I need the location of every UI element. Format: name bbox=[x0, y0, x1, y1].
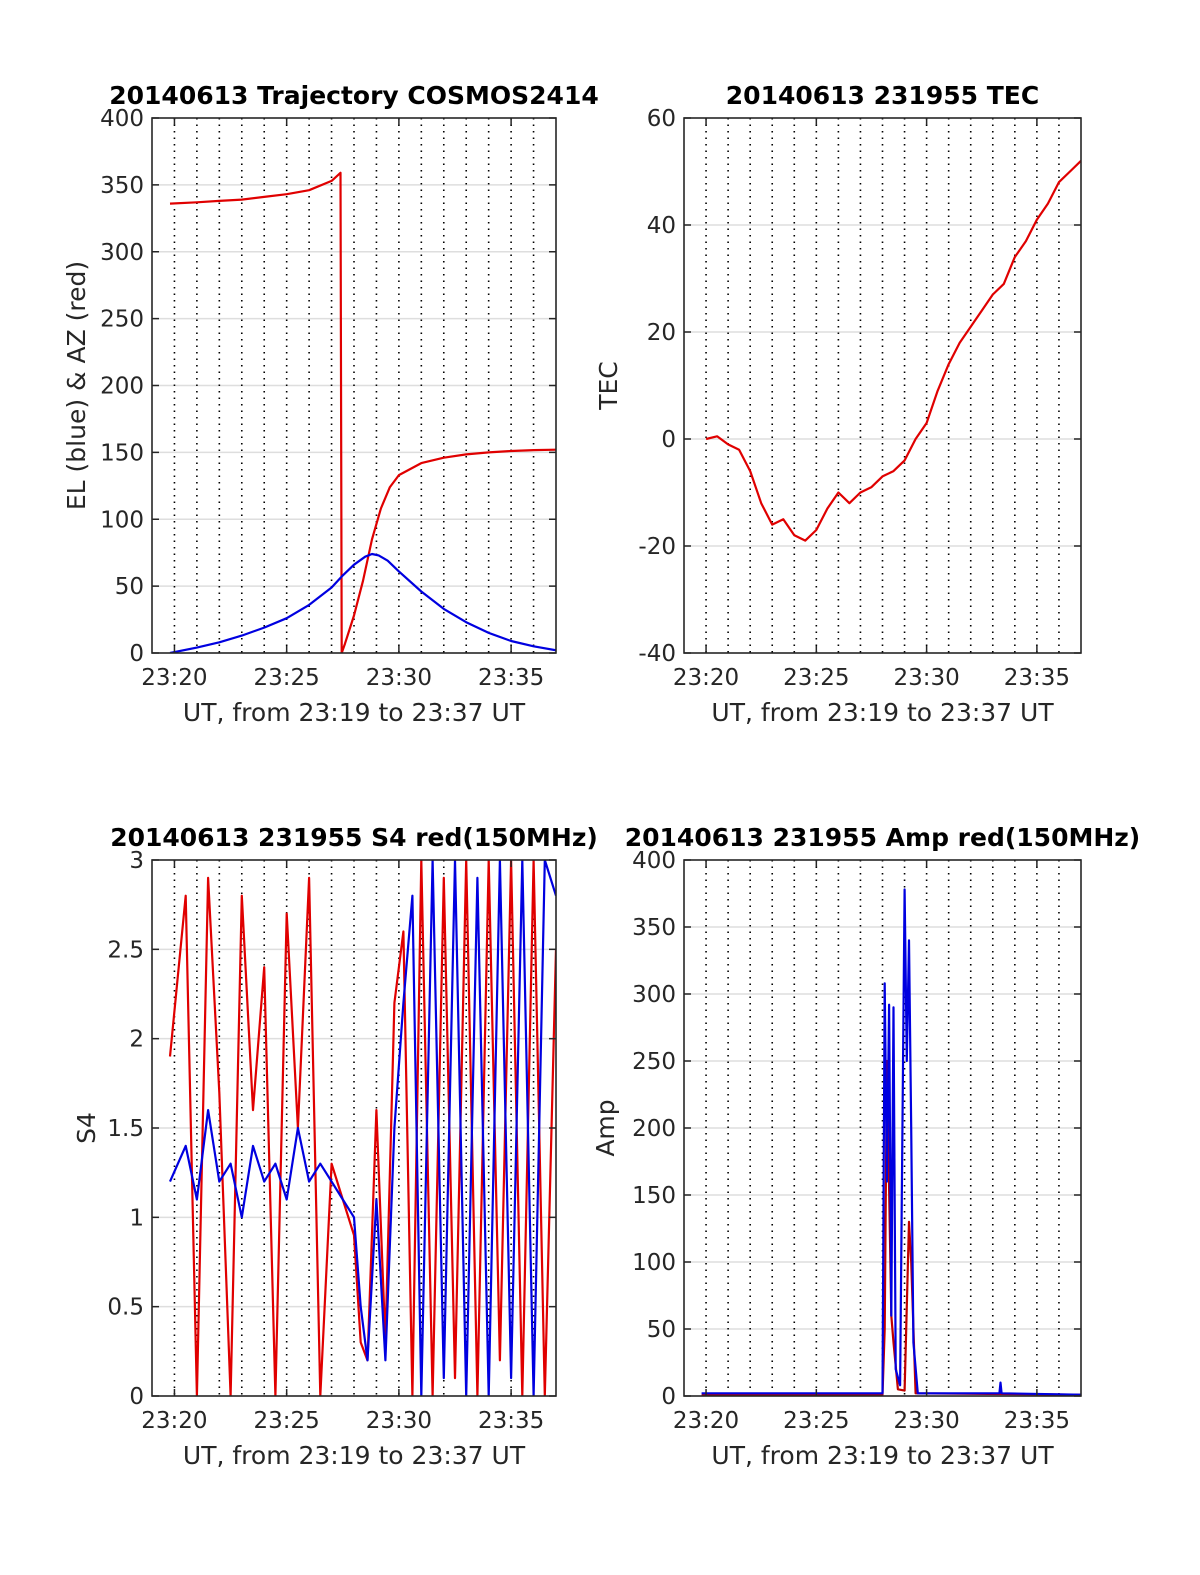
x-tick-label: 23:30 bbox=[366, 1408, 432, 1434]
x-tick-label: 23:20 bbox=[673, 665, 739, 691]
y-tick-label: 0 bbox=[661, 1384, 676, 1410]
series-line bbox=[169, 552, 556, 653]
series-line bbox=[168, 860, 556, 1396]
y-tick-label: 150 bbox=[100, 440, 144, 466]
x-tick-label: 23:25 bbox=[783, 665, 849, 691]
y-tick-label: 100 bbox=[100, 507, 144, 533]
y-tick-label: 350 bbox=[632, 915, 676, 941]
y-tick-label: 300 bbox=[100, 240, 144, 266]
y-tick-label: 50 bbox=[115, 574, 144, 600]
chart-panel: 0 0.5 1 1.5 2 2.5 3 23:20 23:25 23:30 23:35 2014061… bbox=[72, 823, 598, 1470]
x-tick-label: 23:20 bbox=[673, 1408, 739, 1434]
y-tick-label: 400 bbox=[100, 106, 144, 132]
y-axis-label: TEC bbox=[594, 361, 623, 411]
chart-title: 20140613 Trajectory COSMOS2414 bbox=[109, 81, 599, 110]
y-tick-label: 0 bbox=[129, 1384, 144, 1410]
x-tick-label: 23:25 bbox=[254, 1408, 320, 1434]
y-axis-label: S4 bbox=[72, 1112, 101, 1144]
y-tick-label: 100 bbox=[632, 1250, 676, 1276]
y-axis-label: Amp bbox=[591, 1099, 620, 1156]
series-line bbox=[701, 888, 1081, 1396]
y-tick-label: 200 bbox=[100, 374, 144, 400]
y-tick-label: 20 bbox=[647, 320, 676, 346]
x-tick-label: 23:30 bbox=[893, 665, 959, 691]
series-line bbox=[169, 171, 556, 653]
chart-panel: 0 50 100 150 200 250 300 350 400 23:20 23:25 23:30 2… bbox=[62, 81, 599, 727]
x-tick-label: 23:30 bbox=[893, 1408, 959, 1434]
series-line bbox=[705, 160, 1081, 542]
y-tick-label: -20 bbox=[638, 534, 676, 560]
x-tick-label: 23:25 bbox=[254, 665, 320, 691]
y-tick-label: 1.5 bbox=[107, 1116, 144, 1142]
y-axis-label: EL (blue) & AZ (red) bbox=[62, 261, 91, 510]
x-axis-label: UT, from 23:19 to 23:37 UT bbox=[711, 1441, 1054, 1470]
y-tick-label: 0 bbox=[129, 641, 144, 667]
x-axis-label: UT, from 23:19 to 23:37 UT bbox=[183, 698, 526, 727]
x-tick-label: 23:35 bbox=[478, 1408, 544, 1434]
x-tick-label: 23:20 bbox=[141, 1408, 207, 1434]
y-tick-label: 350 bbox=[100, 173, 144, 199]
x-tick-label: 23:35 bbox=[1004, 665, 1070, 691]
y-tick-label: 60 bbox=[647, 106, 676, 132]
y-tick-label: 0 bbox=[661, 427, 676, 453]
x-axis-label: UT, from 23:19 to 23:37 UT bbox=[711, 698, 1054, 727]
y-tick-label: 1 bbox=[129, 1205, 144, 1231]
y-tick-label: 50 bbox=[647, 1317, 676, 1343]
x-tick-label: 23:20 bbox=[141, 665, 207, 691]
y-tick-label: 2.5 bbox=[107, 937, 144, 963]
y-tick-label: 300 bbox=[632, 982, 676, 1008]
y-tick-label: 3 bbox=[129, 848, 144, 874]
y-tick-label: -40 bbox=[638, 641, 676, 667]
y-tick-label: 250 bbox=[100, 307, 144, 333]
chart-title: 20140613 231955 Amp red(150MHz) bbox=[625, 823, 1141, 852]
axes-box bbox=[683, 117, 1082, 654]
x-tick-label: 23:35 bbox=[478, 665, 544, 691]
y-tick-label: 400 bbox=[632, 848, 676, 874]
y-tick-label: 250 bbox=[632, 1049, 676, 1075]
chart-title: 20140613 231955 S4 red(150MHz) bbox=[110, 823, 598, 852]
y-tick-label: 40 bbox=[647, 213, 676, 239]
y-tick-label: 200 bbox=[632, 1116, 676, 1142]
chart-title: 20140613 231955 TEC bbox=[726, 81, 1039, 110]
y-tick-label: 150 bbox=[632, 1183, 676, 1209]
x-tick-label: 23:35 bbox=[1004, 1408, 1070, 1434]
y-tick-label: 2 bbox=[129, 1027, 144, 1053]
x-tick-label: 23:25 bbox=[783, 1408, 849, 1434]
x-axis-label: UT, from 23:19 to 23:37 UT bbox=[183, 1441, 526, 1470]
chart-panel: 0 50 100 150 200 250 300 350 400 23:20 23:25 23:30 2… bbox=[591, 823, 1140, 1470]
chart-panel: -40 -20 0 20 40 60 23:20 23:25 23:30 23:35 2014061… bbox=[594, 81, 1082, 727]
y-tick-label: 0.5 bbox=[107, 1295, 144, 1321]
x-tick-label: 23:30 bbox=[366, 665, 432, 691]
